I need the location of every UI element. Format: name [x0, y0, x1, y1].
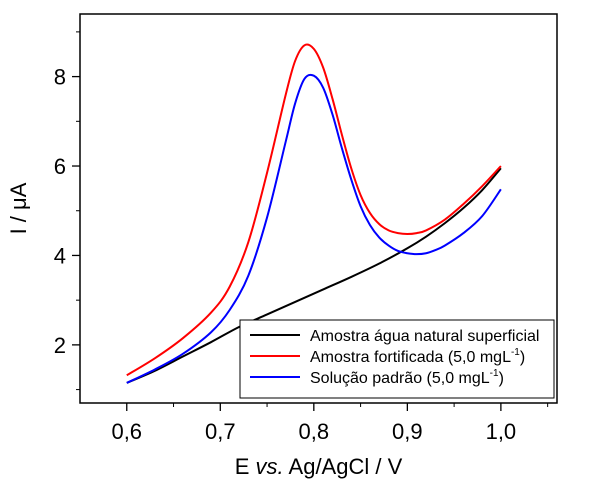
legend-label-2: Solução padrão (5,0 mgL-1) [310, 368, 504, 387]
y-axis-title: I / μA [6, 182, 31, 234]
legend: Amostra água natural superficial Amostra … [239, 319, 555, 399]
x-axis-title-part: Ag/AgCl / V [284, 454, 403, 479]
series-line-0 [126, 167, 502, 384]
legend-label-sup: -1 [490, 368, 499, 379]
plot-frame [79, 13, 558, 404]
y-axis-title-part: I / [6, 210, 31, 234]
legend-label-1: Amostra fortificada (5,0 mgL-1) [310, 347, 525, 366]
y-tick-label: 4 [54, 243, 66, 268]
legend-label-main: Amostra fortificada (5,0 mgL [310, 349, 511, 366]
legend-label-main: Solução padrão (5,0 mgL [310, 370, 490, 387]
y-tick-label: 2 [54, 333, 66, 358]
x-tick-label: 1,0 [486, 419, 517, 444]
legend-label-tail: ) [499, 370, 504, 387]
x-tick-label: 0,9 [392, 419, 423, 444]
axis-tick-labels: 0,6 0,7 0,8 0,9 1,0 2 4 6 8 [54, 65, 516, 444]
series-line-2 [126, 73, 502, 384]
y-tick-label: 8 [54, 65, 66, 90]
x-axis-title: E vs. Ag/AgCl / V [235, 454, 403, 479]
legend-label-0: Amostra água natural superficial [310, 328, 539, 345]
y-axis-title-mu: μ [6, 197, 31, 210]
y-axis-title-part: A [6, 182, 31, 197]
legend-label-tail: ) [520, 349, 525, 366]
x-axis-title-italic: vs. [256, 454, 284, 479]
series-line-1 [126, 43, 502, 377]
legend-label-main: Amostra água natural superficial [310, 328, 539, 345]
x-axis-title-part: E [235, 454, 256, 479]
axis-ticks [72, 31, 549, 411]
x-tick-label: 0,6 [111, 419, 142, 444]
x-tick-label: 0,7 [205, 419, 236, 444]
legend-label-sup: -1 [511, 347, 520, 358]
legend-box [239, 319, 555, 399]
y-tick-label: 6 [54, 154, 66, 179]
plot-lines [126, 43, 502, 384]
x-tick-label: 0,8 [299, 419, 330, 444]
